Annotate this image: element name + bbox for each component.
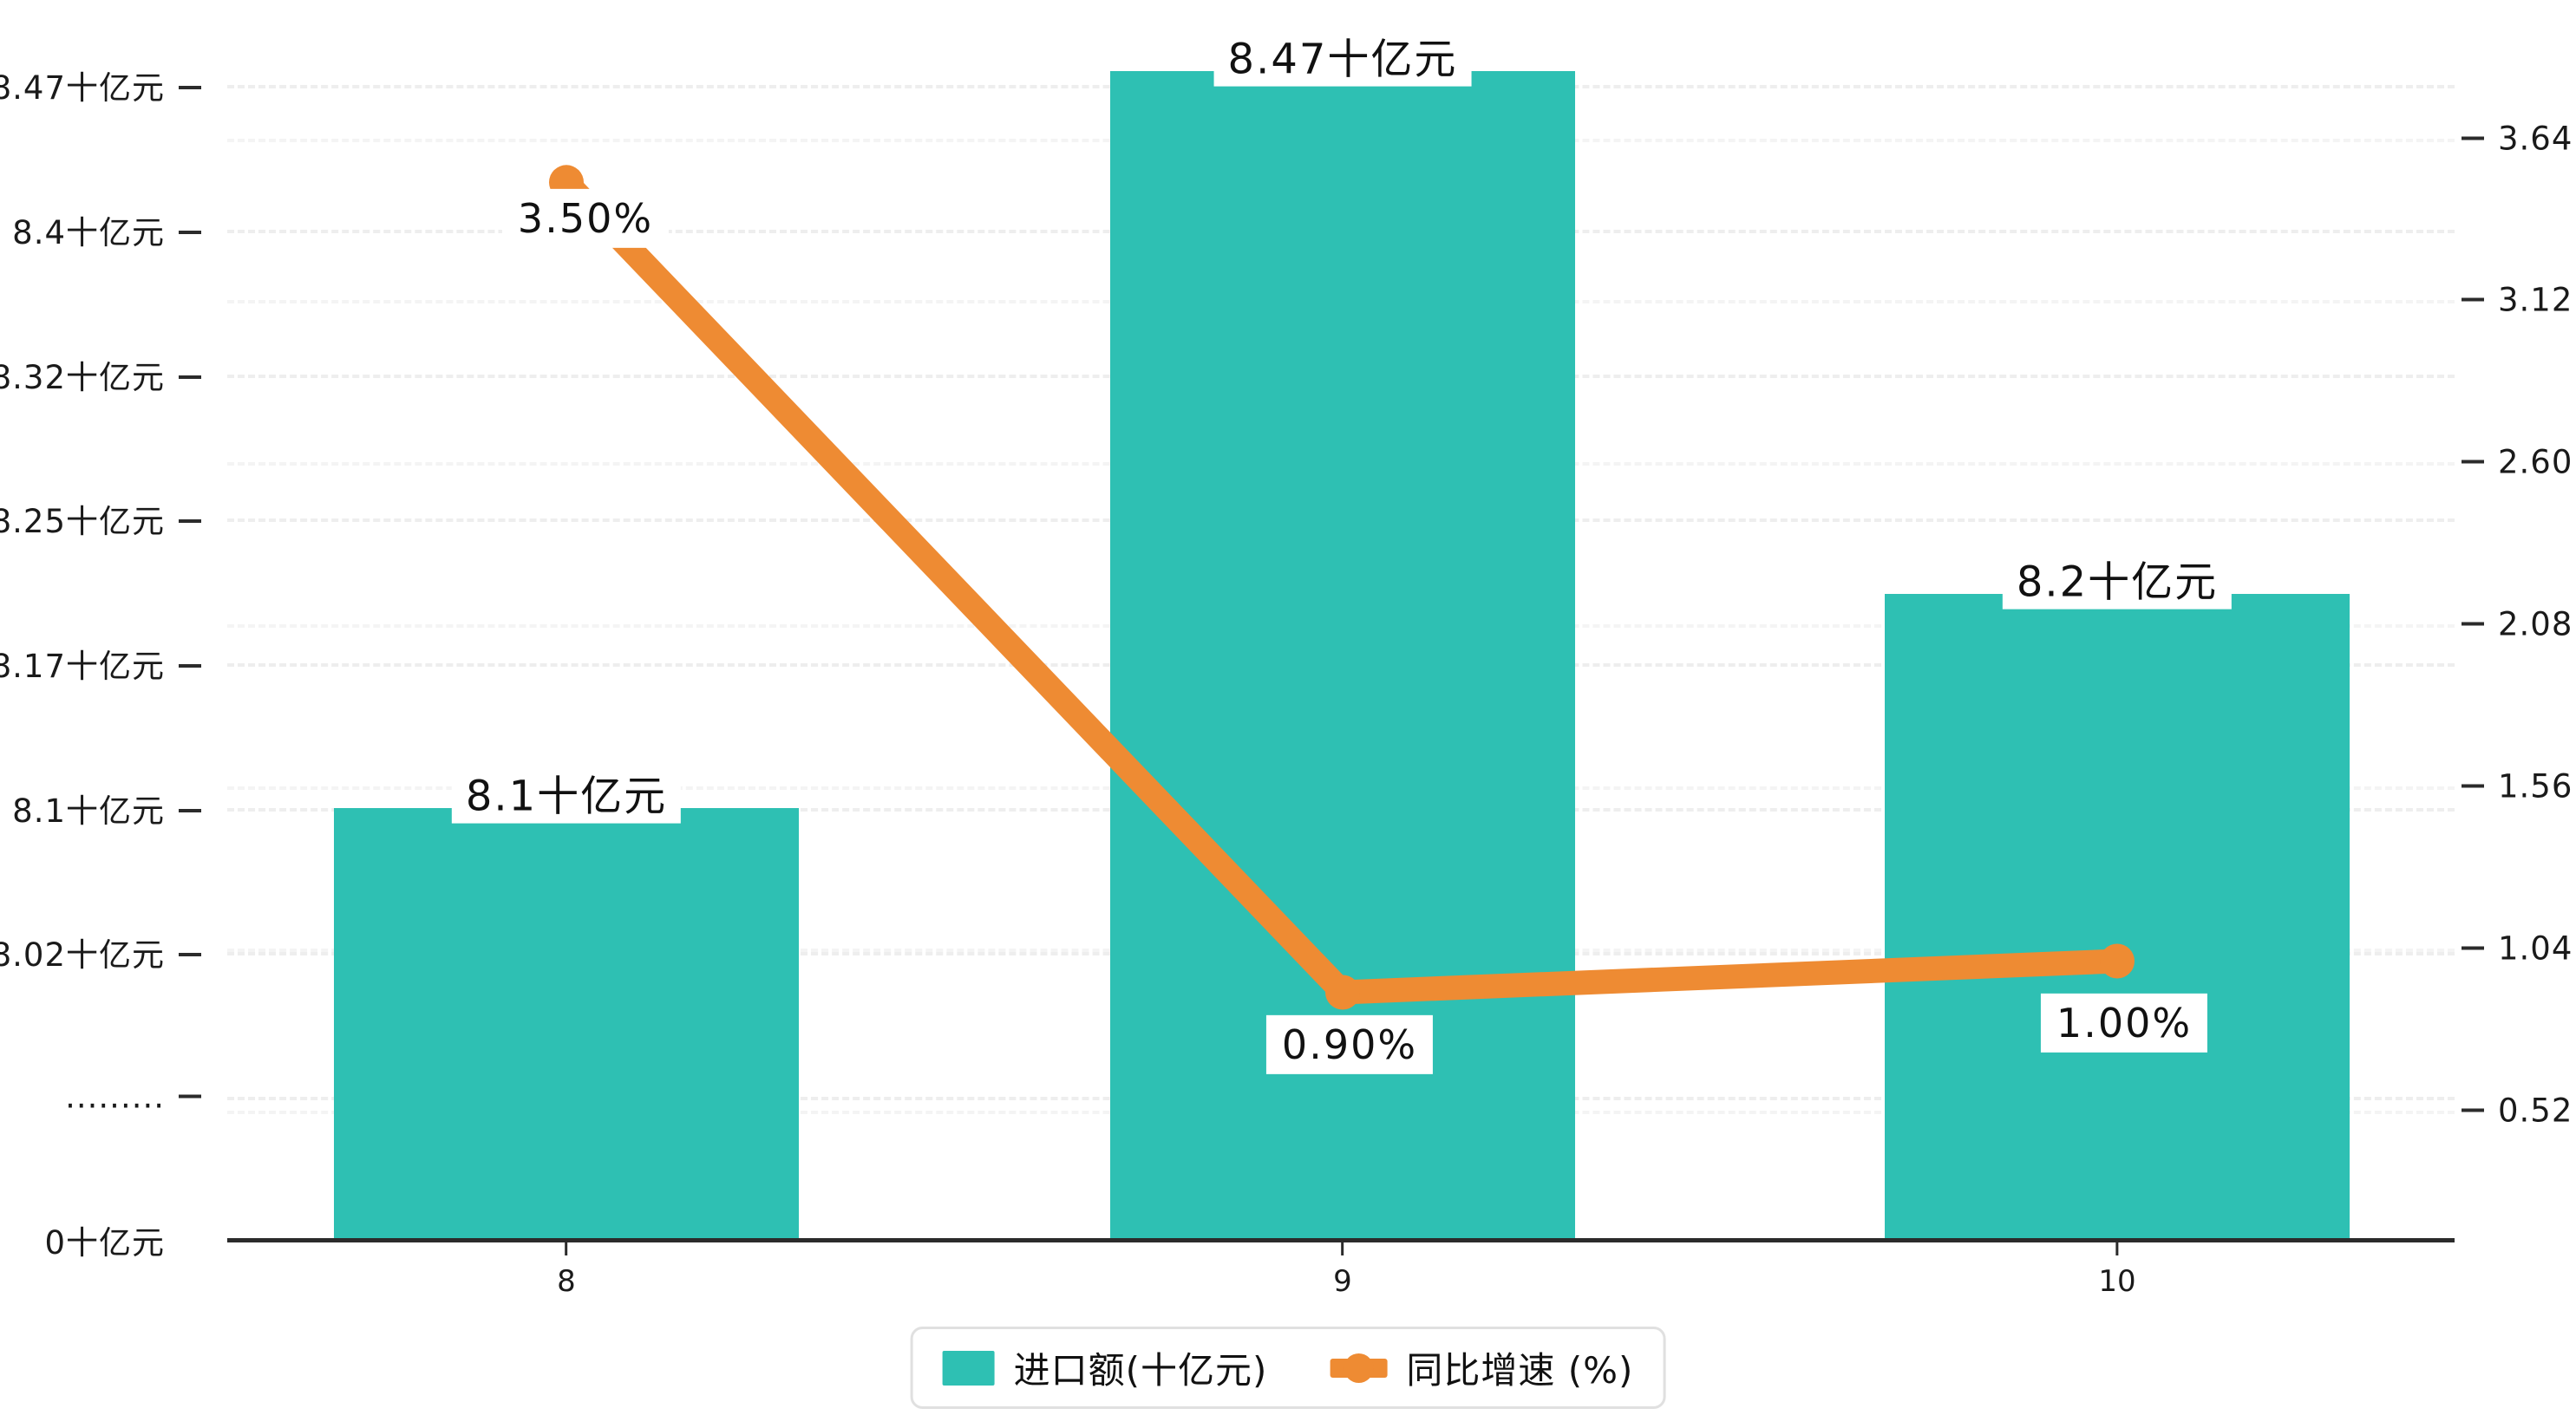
y-axis-left-tick: 8.1十亿元 [12,785,201,831]
y-axis-right-tick-label: 1.56 [2498,767,2573,805]
tick-dash-icon [179,375,201,379]
legend-label-line: 同比增速 (%) [1406,1349,1634,1392]
y-axis-left-tick: 8.47十亿元 [0,62,201,108]
legend-label-bar: 进口额(十亿元) [1013,1349,1268,1392]
y-axis-left-tick-label: 0十亿元 [44,1224,165,1262]
line-value-label-10: 1.00% [2040,993,2208,1053]
y-axis-right-tick-label: 3.64 [2498,120,2573,158]
legend-item-line[interactable]: 同比增速 (%) [1330,1341,1633,1394]
tick-dash-icon [179,1241,201,1244]
tick-mark-icon [565,1240,568,1255]
y-axis-left-tick: 8.17十亿元 [0,640,201,687]
tick-mark-icon [2115,1240,2119,1255]
x-axis-tick: 8 [557,1240,576,1299]
x-axis-tick: 10 [2098,1240,2136,1299]
y-axis-left-tick: ......... [65,1079,201,1116]
tick-dash-icon [179,518,201,523]
tick-mark-icon [1341,1240,1344,1255]
bar-8[interactable] [334,808,799,1240]
y-axis-left-tick-label: 8.17十亿元 [0,648,165,685]
legend-line-dot-icon [1330,1358,1388,1378]
bar-10[interactable] [1885,594,2350,1240]
y-axis-left-tick: 8.32十亿元 [0,351,201,398]
y-axis-right-tick: 2.60 [2462,444,2573,481]
x-axis-tick-label: 8 [557,1264,576,1299]
tick-dash-icon [2462,622,2484,625]
tick-dash-icon [2462,1108,2484,1112]
y-axis-right-tick: 2.08 [2462,606,2573,643]
y-axis-left-tick-label: 8.1十亿元 [12,792,165,830]
x-axis-spine [227,1238,2455,1242]
y-axis-right-tick: 1.56 [2462,768,2573,805]
tick-dash-icon [179,1094,201,1098]
y-axis-right-tick-label: 3.12 [2498,281,2573,319]
tick-dash-icon [179,85,201,89]
y-axis-left-tick-label: 8.47十亿元 [0,69,165,107]
y-axis-right-tick-label: 2.60 [2498,443,2573,481]
tick-dash-icon [2462,784,2484,787]
tick-dash-icon [179,663,201,668]
y-axis-right-tick-label: 2.08 [2498,605,2573,643]
tick-dash-icon [2462,136,2484,140]
legend-item-bar[interactable]: 进口额(十亿元) [942,1341,1268,1394]
y-axis-left-tick-label: 8.25十亿元 [0,503,165,540]
line-value-label-8: 3.50% [501,188,670,249]
x-axis-tick-label: 10 [2098,1264,2136,1299]
y-axis-left-tick-label: ......... [65,1078,165,1116]
y-axis-right-tick-label: 1.04 [2498,929,2573,968]
y-axis-right-tick: 1.04 [2462,930,2573,968]
bar-value-label-8: 8.1十亿元 [451,769,682,824]
tick-dash-icon [2462,460,2484,463]
chart-legend[interactable]: 进口额(十亿元) 同比增速 (%) [910,1327,1666,1409]
y-axis-left-tick: 8.02十亿元 [0,929,201,975]
x-axis-tick-label: 9 [1333,1264,1352,1299]
y-axis-left-tick: 8.25十亿元 [0,495,201,542]
bar-value-label-9: 8.47十亿元 [1213,32,1472,87]
y-axis-left-tick: 8.4十亿元 [12,206,201,253]
tick-dash-icon [2462,297,2484,301]
line-value-label-9: 0.90% [1265,1014,1434,1075]
bar-value-label-10: 8.2十亿元 [2002,555,2233,610]
y-axis-right-tick: 3.12 [2462,282,2573,319]
legend-bar-swatch-icon [942,1350,995,1386]
y-axis-left-tick-label: 8.4十亿元 [12,214,165,251]
tick-dash-icon [179,230,201,234]
tick-dash-icon [179,952,201,956]
y-axis-left-tick-label: 8.02十亿元 [0,936,165,974]
y-axis-left-tick-label: 8.32十亿元 [0,359,165,396]
y-axis-right-tick: 0.52 [2462,1092,2573,1130]
y-axis-left-tick: 0十亿元 [44,1216,201,1263]
y-axis-right-tick-label: 0.52 [2498,1092,2573,1130]
tick-dash-icon [2462,946,2484,949]
y-axis-right-tick: 3.64 [2462,121,2573,158]
x-axis-tick: 9 [1333,1240,1352,1299]
tick-dash-icon [179,808,201,812]
